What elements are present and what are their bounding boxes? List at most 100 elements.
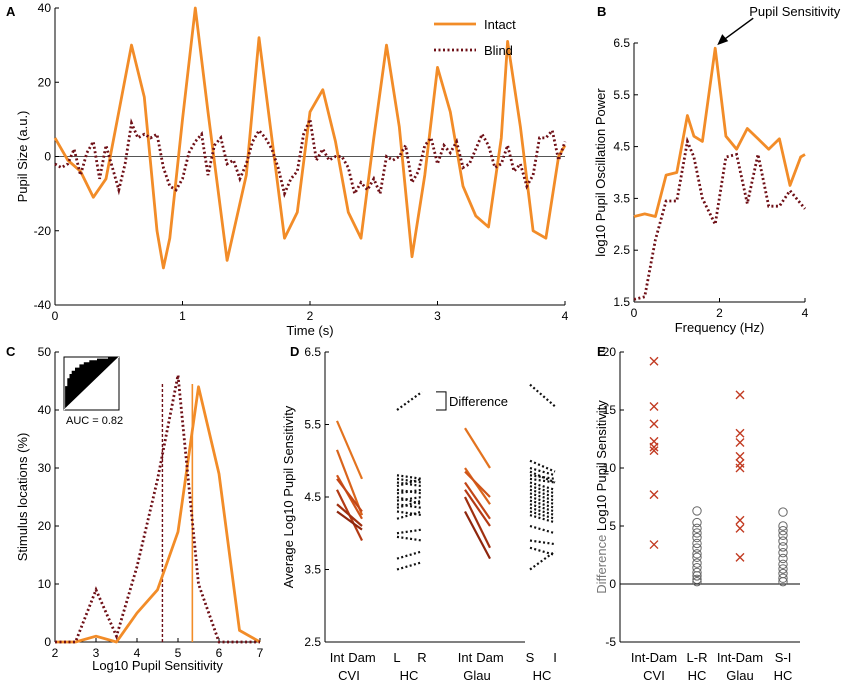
circle-marker (692, 538, 702, 549)
pair-line-hc (396, 390, 423, 411)
x-tick-label: Dam (348, 650, 375, 665)
pair-line-cvi (336, 510, 363, 531)
pair-line-hc (396, 474, 423, 480)
y-tick-label: 10 (38, 577, 52, 591)
circle-marker (778, 525, 788, 536)
group-label: HC (533, 668, 552, 683)
circle-marker (778, 547, 788, 558)
group-label: CVI (338, 668, 360, 683)
panel-label: B (597, 4, 606, 19)
cross-marker (649, 540, 659, 550)
x-tick-label: 5 (175, 646, 182, 660)
y-tick-label: 20 (38, 519, 52, 533)
circle-marker (778, 573, 788, 583)
group-label: Int-Dam (717, 650, 763, 665)
pair-line-glau (464, 510, 491, 560)
group-label: S-I (775, 650, 792, 665)
circle-marker (692, 532, 702, 543)
y-tick-label: 30 (38, 461, 52, 475)
y-tick-label: -5 (605, 635, 616, 649)
series-line-intact (633, 46, 806, 218)
cross-marker (649, 402, 659, 412)
y-tick-label: -20 (34, 224, 52, 238)
x-tick-label: I (553, 650, 557, 665)
y-tick-label: 5.5 (613, 88, 630, 102)
y-tick-label: 0 (44, 150, 51, 164)
group-label: L-R (687, 650, 708, 665)
panel-d: D 2.5 3.5 4.5 5.5 6.5 Average Log10 Pupil Sens… (281, 344, 557, 683)
x-tick-label: 2 (52, 646, 59, 660)
y-tick-label: 4.5 (304, 490, 321, 504)
difference-bracket (436, 391, 447, 411)
circle-marker (778, 553, 788, 564)
y-tick-label: 50 (38, 345, 52, 359)
pair-line-cvi (335, 449, 364, 516)
series-line-intact (55, 385, 261, 644)
circle-marker (778, 542, 788, 552)
pair-line-cvi (336, 474, 363, 520)
pair-line-cvi (336, 478, 363, 513)
y-tick-label: 6.5 (304, 345, 321, 359)
circle-marker (778, 530, 788, 540)
circle-marker (778, 559, 788, 569)
panel-label: E (597, 344, 606, 359)
x-tick-label: R (417, 650, 426, 665)
panel-b: B 1.5 2.5 3.5 4.5 5.5 6.5 0 2 4 Frequency (Hz) log1… (593, 4, 841, 335)
group-label: Glau (463, 668, 490, 683)
pair-line-hc (396, 488, 423, 495)
cross-marker (735, 552, 745, 562)
y-tick-label: 1.5 (613, 295, 630, 309)
x-tick-label: Dam (476, 650, 503, 665)
x-tick-label: 0 (52, 309, 59, 323)
series-line-blind (54, 114, 567, 199)
pair-line-hc (529, 539, 556, 546)
pair-line-hc (529, 546, 556, 557)
y-tick-label: 5.5 (304, 418, 321, 432)
y-tick-label: 20 (38, 75, 52, 89)
circle-marker (778, 536, 788, 546)
y-axis-label: Average Log10 Pupil Sensitivity (281, 405, 296, 588)
circle-marker (692, 506, 702, 516)
pair-line-hc (529, 550, 556, 571)
circle-marker (692, 574, 702, 585)
pair-line-hc (529, 524, 556, 535)
y-tick-label: 2.5 (613, 243, 630, 257)
circle-marker (778, 564, 788, 574)
x-tick-label: Int (330, 650, 345, 665)
x-tick-label: 4 (562, 309, 569, 323)
pair-line-glau (464, 427, 491, 469)
x-tick-label: 3 (434, 309, 441, 323)
x-tick-label: 2 (716, 306, 723, 320)
circle-marker (692, 571, 702, 581)
y-tick-label: 3.5 (613, 191, 630, 205)
y-axis-label: Difference Log10 Pupil Sensitivity (594, 400, 609, 594)
pair-line-glau (464, 467, 491, 505)
pair-line-hc (396, 550, 423, 560)
x-tick-label: Int (458, 650, 473, 665)
pair-line-glau (464, 489, 491, 527)
x-axis-label: Log10 Pupil Sensitivity (92, 658, 223, 673)
group-label: Int-Dam (631, 650, 677, 665)
pair-line-hc (396, 528, 423, 535)
panel-label: C (6, 344, 16, 359)
y-tick-label: -40 (34, 298, 52, 312)
group-sublabel: HC (774, 668, 793, 683)
y-axis-label: Stimulus locations (%) (15, 433, 30, 562)
cross-marker (649, 446, 659, 456)
y-tick-label: 0 (609, 577, 616, 591)
cross-marker (735, 515, 745, 525)
pair-line-hc (529, 383, 556, 408)
inset-auc-label: AUC = 0.82 (66, 415, 123, 427)
x-axis-label: Frequency (Hz) (675, 320, 765, 335)
cross-marker (735, 390, 745, 400)
series-line-blind (55, 374, 260, 644)
x-tick-label: 7 (257, 646, 264, 660)
series-line-intact (53, 6, 567, 270)
panel-c: C 0 10 20 30 40 50 2 3 4 5 6 7 Log10 Pupil Sensitivit… (6, 344, 264, 673)
circle-marker (692, 552, 702, 563)
x-tick-label: 4 (134, 646, 141, 660)
group-sublabel: HC (688, 668, 707, 683)
pair-line-glau (464, 496, 491, 549)
cross-marker (649, 356, 659, 366)
y-tick-label: 2.5 (304, 635, 321, 649)
